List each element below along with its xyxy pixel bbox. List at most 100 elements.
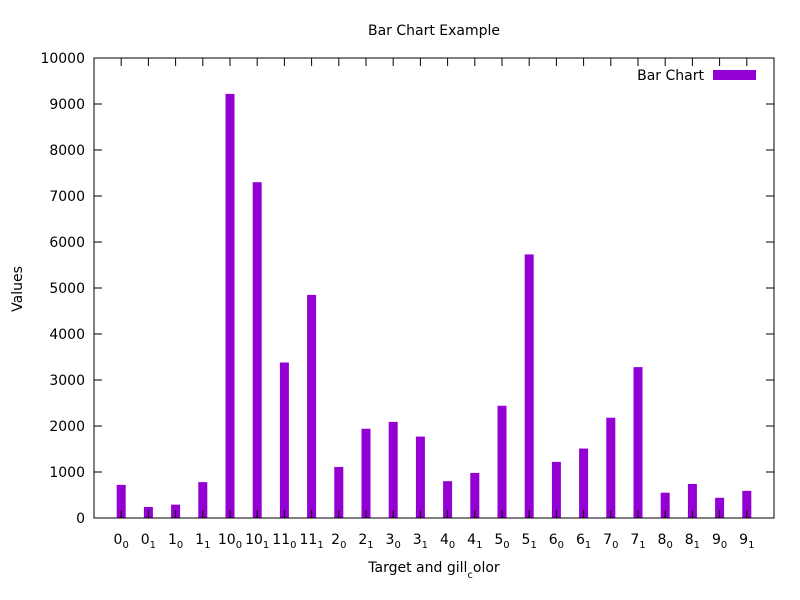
x-tick-label-main: 4 [440,532,449,548]
x-tick-label-sub: 0 [394,540,400,551]
y-tick-label: 4000 [49,327,85,343]
x-tick-label-sub: 0 [503,540,509,551]
y-tick-label: 5000 [49,281,85,297]
x-tick-label: 30 [386,532,401,551]
bar [116,484,126,518]
bar [361,428,371,518]
x-tick-label-sub: 1 [694,540,700,551]
x-tick-label: 40 [440,532,455,551]
x-tick-label: 50 [494,532,509,551]
x-tick-label-main: 11 [299,532,317,548]
y-tick-label: 8000 [49,143,85,159]
x-axis-label-main: Target and gill [367,560,467,576]
x-tick-label: 91 [739,532,754,551]
x-tick-label-main: 7 [603,532,612,548]
bar [334,466,344,518]
x-tick-label: 80 [658,532,673,551]
x-tick-label: 111 [299,532,323,551]
x-tick-label-main: 5 [494,532,503,548]
bar [252,182,262,518]
y-tick-label: 1000 [49,465,85,481]
bar [660,492,670,518]
chart-title: Bar Chart Example [368,23,500,39]
bar [225,93,235,518]
x-tick-label: 41 [467,532,482,551]
x-tick-label-main: 1 [168,532,177,548]
y-tick-label: 9000 [49,97,85,113]
x-tick-label-sub: 1 [150,540,156,551]
x-tick-label: 70 [603,532,618,551]
x-tick-label-main: 9 [739,532,748,548]
x-tick-label-sub: 1 [748,540,754,551]
bar [742,490,752,518]
x-tick-label-main: 2 [358,532,367,548]
legend: Bar Chart [637,68,756,84]
x-axis-label-subscript: c [467,570,473,581]
x-tick-label-main: 6 [576,532,585,548]
y-tick-label: 6000 [49,235,85,251]
y-ticks-group: 0 1000 2000 3000 4000 5000 6000 7000 8000 9000 100… [40,51,774,527]
x-tick-label-main: 6 [549,532,558,548]
x-tick-label: 21 [358,532,373,551]
x-tick-label: 71 [630,532,645,551]
x-tick-label-main: 3 [413,532,422,548]
x-tick-label: 60 [549,532,564,551]
bar [470,472,480,518]
x-axis-label: Target and gillcolor [367,560,500,581]
legend-label: Bar Chart [637,68,704,84]
x-ticks-group: 00 01 10 11 100 101 110 111 20 21 30 31 40 41 50 51 60 61… [114,58,754,551]
x-tick-label-sub: 1 [422,540,428,551]
legend-swatch [713,70,756,80]
y-tick-label: 10000 [40,51,85,67]
bar [443,481,453,518]
x-tick-label: 01 [141,532,156,551]
x-tick-label-sub: 1 [585,540,591,551]
x-tick-label-main: 3 [386,532,395,548]
x-tick-label: 101 [245,532,269,551]
y-tick-label: 7000 [49,189,85,205]
x-tick-label-sub: 1 [476,540,482,551]
x-tick-label-sub: 1 [263,540,269,551]
x-tick-label: 90 [712,532,727,551]
bar [579,448,589,518]
x-tick-label-sub: 0 [236,540,242,551]
bars-group [116,93,752,519]
x-tick-label-sub: 0 [721,540,727,551]
x-tick-label-main: 9 [712,532,721,548]
x-tick-label-sub: 1 [317,540,323,551]
x-tick-label-main: 7 [630,532,639,548]
bar [687,483,697,518]
x-tick-label: 100 [218,532,242,551]
x-tick-label-sub: 0 [558,540,564,551]
bar [388,421,398,518]
y-tick-label: 3000 [49,373,85,389]
bar [633,367,643,518]
x-axis-label-suffix: olor [473,560,500,576]
x-tick-label: 81 [685,532,700,551]
plot-frame [93,57,775,519]
y-axis-label: Values [10,266,26,312]
x-tick-label-main: 0 [141,532,150,548]
x-tick-label-sub: 0 [666,540,672,551]
x-tick-label-sub: 1 [367,540,373,551]
x-tick-label-main: 10 [245,532,263,548]
bar [497,405,507,518]
x-tick-label-main: 2 [331,532,340,548]
x-tick-label-sub: 1 [530,540,536,551]
bar [715,497,725,518]
x-tick-label: 20 [331,532,346,551]
x-tick-label-sub: 0 [449,540,455,551]
bar [524,254,534,519]
bar [606,417,616,518]
y-tick-label: 2000 [49,419,85,435]
x-tick-label: 61 [576,532,591,551]
bar [279,362,289,518]
x-tick-label-sub: 0 [290,540,296,551]
x-tick-label-sub: 1 [639,540,645,551]
x-tick-label: 10 [168,532,183,551]
x-tick-label-main: 8 [658,532,667,548]
bar [551,461,561,518]
x-tick-label-main: 5 [522,532,531,548]
x-tick-label-sub: 0 [340,540,346,551]
x-tick-label-main: 8 [685,532,694,548]
